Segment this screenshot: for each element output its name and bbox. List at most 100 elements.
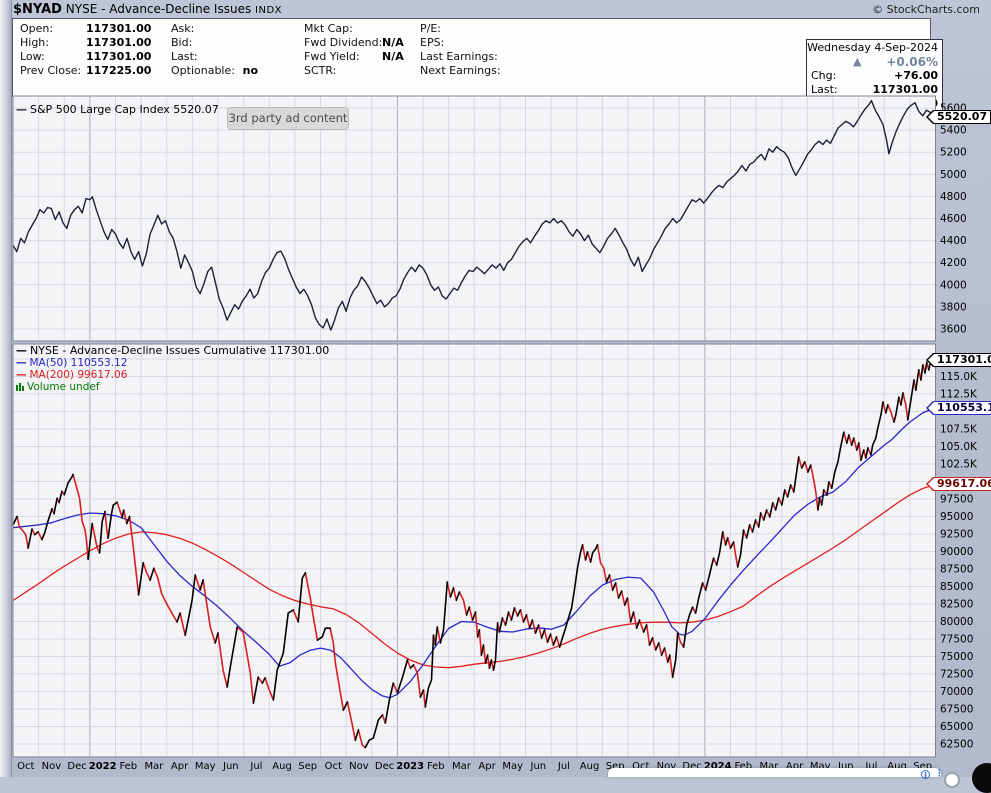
x-axis-month-label: Oct (17, 761, 34, 772)
x-axis-month-label: Feb (119, 761, 137, 772)
x-axis-month-label: Sep (298, 761, 317, 772)
quote-column-3: Mkt Cap: Fwd Dividend: N/A Fwd Yield: N/A … (304, 22, 404, 78)
x-axis-month-label: Jul (864, 761, 877, 772)
quote-label: Bid: (171, 36, 193, 49)
y-axis-tick-label: 102.5K (940, 459, 978, 471)
x-axis-month-label: Mar (145, 761, 165, 772)
x-axis-month-label: Jul (249, 761, 262, 772)
y-axis-tick-label: 77500 (940, 634, 973, 646)
percent-change: +0.06% (886, 55, 938, 69)
x-axis-month-label: Mar (760, 761, 780, 772)
window-edge (0, 0, 12, 777)
copyright-text: © StockCharts.com (872, 3, 980, 16)
x-axis-month-label: May (810, 761, 831, 772)
quote-value: 117301.00 (86, 22, 152, 35)
x-axis-month-label: Nov (42, 761, 62, 772)
symbol-description: NYSE - Advance-Decline Issues (65, 2, 252, 16)
sp500-line-swatch: — (16, 103, 27, 116)
ma50-legend-label: MA(50) 110553.12 (29, 357, 128, 369)
y-axis-tick-label: 87500 (940, 564, 973, 576)
x-axis-month-label: Oct (325, 761, 342, 772)
last-label: Last: (811, 83, 838, 96)
x-axis-month-label: 2022 (89, 761, 117, 772)
x-axis-month-label: Dec (682, 761, 701, 772)
chart-pane-border (12, 343, 936, 758)
x-axis-month-label: Aug (887, 761, 907, 772)
y-axis-tick-label: 90000 (940, 546, 973, 558)
y-axis-tick-label: 75000 (940, 651, 973, 663)
quote-label: Fwd Dividend: (304, 36, 383, 49)
quote-label: Prev Close: (20, 64, 82, 77)
y-axis-tick-label: 95000 (940, 511, 973, 523)
x-axis-month-label: Jul (557, 761, 570, 772)
y-axis-tick-label: 4800 (940, 191, 967, 203)
y-axis-tick-label: 5400 (940, 125, 967, 137)
y-axis-tick-label: 4200 (940, 257, 967, 269)
last-value-flag: 5520.07 (925, 109, 991, 124)
quote-column-2: Ask: Bid: Last: Optionable: no (171, 22, 258, 78)
x-axis-month-label: Apr (786, 761, 804, 772)
upper-chart-legend: — S&P 500 Large Cap Index 5520.07 (16, 103, 219, 116)
x-axis-month-label: Feb (734, 761, 752, 772)
quote-label: Fwd Yield: (304, 50, 360, 63)
nyad_cumulative-line-down (16, 359, 934, 749)
x-axis-month-label: May (195, 761, 216, 772)
x-axis-month-label: Sep (606, 761, 625, 772)
y-axis-tick-label: 3800 (940, 301, 967, 313)
quote-value: no (242, 64, 258, 77)
y-axis-tick-label: 72500 (940, 669, 973, 681)
y-axis-tick-label: 112.5K (940, 389, 978, 401)
ma50-line-swatch: — (16, 357, 27, 369)
quote-label: Last: (171, 50, 198, 63)
ad-info-icon[interactable]: i (921, 770, 930, 780)
y-axis-tick-label: 85000 (940, 581, 973, 593)
quote-column-1: Open: 117301.00 High: 117301.00 Low: 117301… (20, 22, 152, 78)
sp500-legend-label: S&P 500 Large Cap Index 5520.07 (30, 103, 219, 116)
title-bar: $NYAD NYSE - Advance-Decline Issues INDX… (13, 2, 988, 18)
ad-logo-circle (944, 772, 960, 788)
quote-label: Mkt Cap: (304, 22, 353, 35)
quote-label: Optionable: (171, 64, 235, 77)
quote-value: 117301.00 (86, 50, 152, 63)
x-axis-month-label: 2023 (396, 761, 424, 772)
quote-label: High: (20, 36, 49, 49)
up-arrow-icon: ▲ (853, 55, 862, 68)
ma200-legend-label: MA(200) 99617.06 (29, 369, 128, 381)
symbol-type: INDX (255, 5, 283, 16)
quote-date: Wednesday 4-Sep-2024 (807, 41, 938, 54)
y-axis-tick-label: 67500 (940, 704, 973, 716)
ma200-line-swatch: — (16, 369, 27, 381)
y-axis-tick-label: 4400 (940, 235, 967, 247)
last-value-flag: 117301.00 (925, 353, 991, 368)
x-axis-month-label: May (502, 761, 523, 772)
x-axis-month-label: 2024 (704, 761, 732, 772)
quote-label: EPS: (420, 36, 445, 49)
y-axis-tick-label: 115.0K (940, 371, 978, 383)
nyad-line-swatch: — (16, 344, 27, 357)
nyad_cumulative-line-up (12, 359, 936, 749)
chg-value: +76.00 (893, 69, 938, 82)
y-axis-tick-label: 105.0K (940, 441, 978, 453)
quote-label: Low: (20, 50, 45, 63)
y-axis-tick-label: 80000 (940, 616, 973, 628)
quote-label: P/E: (420, 22, 441, 35)
ad-options-icon[interactable]: ⋮ (935, 769, 944, 779)
quote-label: Last Earnings: (420, 50, 498, 63)
sp500-line (12, 99, 936, 331)
ma50-line (12, 406, 936, 699)
quote-value: N/A (382, 36, 404, 49)
quote-value: 117225.00 (86, 64, 152, 77)
quote-column-4: P/E: EPS: Last Earnings: Next Earnings: (420, 22, 510, 78)
y-axis-tick-label: 5200 (940, 147, 967, 159)
x-axis-month-label: Aug (580, 761, 600, 772)
y-axis-tick-label: 5000 (940, 169, 967, 181)
x-axis-month-label: Mar (452, 761, 472, 772)
floating-corner-button[interactable] (972, 763, 991, 793)
y-axis-tick-label: 70000 (940, 686, 973, 698)
last-value: 117301.00 (872, 83, 938, 96)
x-axis-month-label: Apr (478, 761, 496, 772)
x-axis-month-label: Jun (530, 761, 547, 772)
ad-placeholder: 3rd party ad content (227, 107, 349, 130)
quote-value: 117301.00 (86, 36, 152, 49)
x-axis-month-label: Aug (272, 761, 292, 772)
